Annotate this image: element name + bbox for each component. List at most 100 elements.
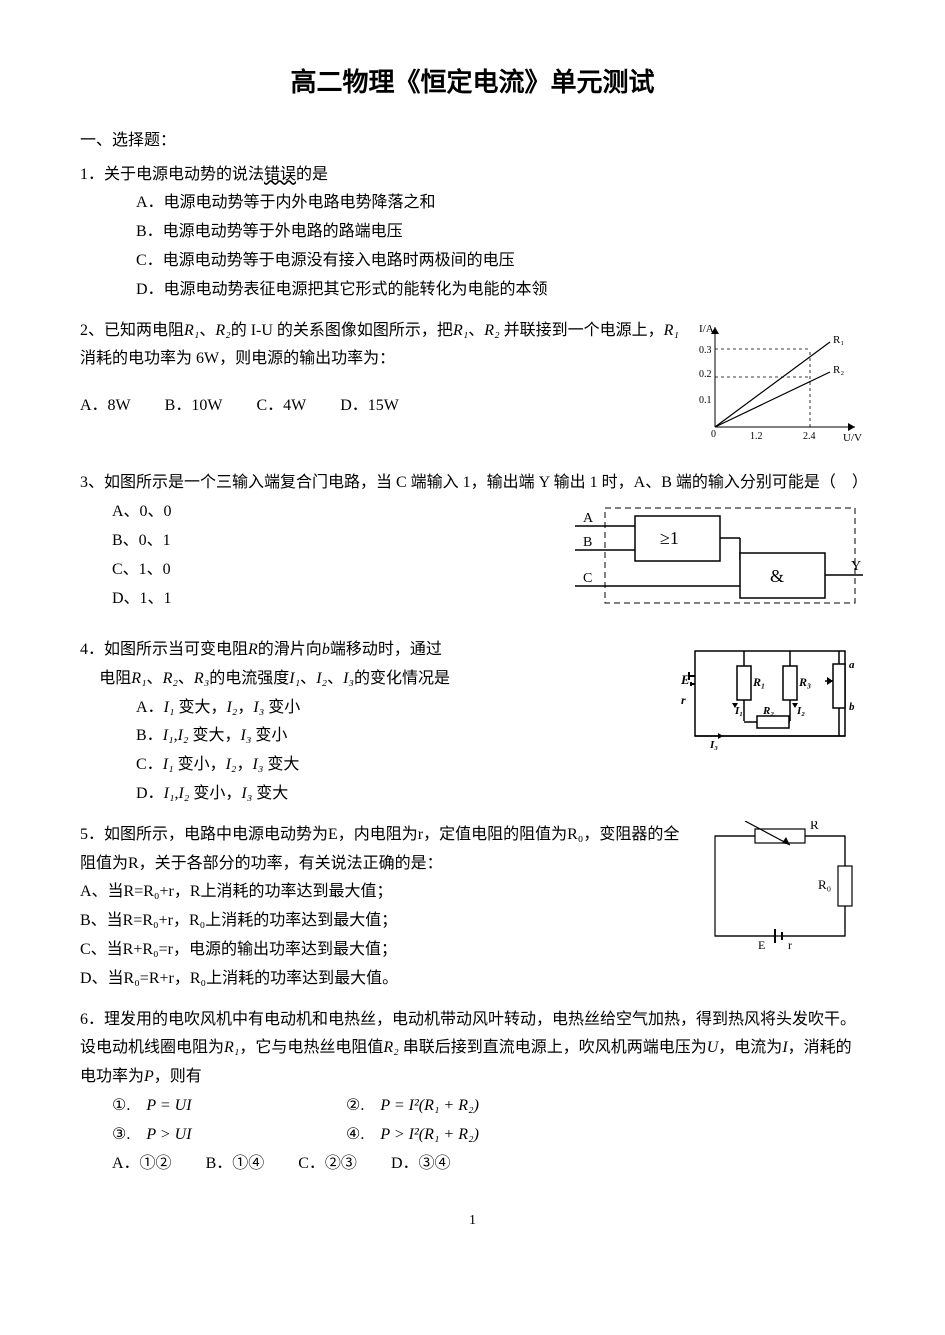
q4-bi3: I₃ (240, 727, 251, 744)
q3-diagram: A B C ≥1 & Y (565, 498, 865, 624)
q4-ci1: I₁ (163, 756, 174, 773)
q2-r1b: R₁ (453, 322, 468, 339)
q4-C1: C． (136, 756, 163, 773)
q4-s1: 4．如图所示当可变电阻 (80, 641, 248, 658)
q4-diagram: E r R₁ R₃ a b (675, 636, 865, 767)
q4-D3: 变大 (252, 785, 288, 802)
q6-o3-label: ③. (112, 1126, 130, 1143)
q2-r1c: R₁ (664, 322, 679, 339)
q4-r1: R₁ (131, 670, 146, 687)
svg-text:R: R (810, 821, 819, 832)
q4-A3: 变小 (264, 699, 300, 716)
q4-bi2: I₂ (178, 727, 189, 744)
q4-s4: 电阻 (80, 670, 131, 687)
q4-ai2: I₂ (226, 699, 237, 716)
question-1: 1．关于电源电动势的说法错误的是 A．电源电动势等于内外电路电势降落之和 B．电… (80, 161, 865, 305)
question-3: 3、如图所示是一个三输入端复合门电路，当 C 端输入 1，输出端 Y 输出 1 … (80, 469, 865, 624)
question-5: R R₀ E r 5．如图所示，电路中电源电动势为E，内电阻为r，定值电阻的阻值… (80, 821, 865, 994)
q4-di1: I₁ (164, 785, 175, 802)
q6-d: D．③④ (391, 1150, 451, 1179)
q2-opt-a: A．8W (80, 392, 131, 421)
q4-ci3: I₃ (253, 756, 264, 773)
svg-text:r: r (681, 693, 686, 707)
q2-stem-e: 消耗的电功率为 6W，则电源的输出功率为： (80, 350, 395, 367)
q4-r: R (248, 641, 258, 658)
q4-C2: 变小， (174, 756, 226, 773)
svg-text:I₂: I₂ (796, 705, 805, 717)
q6-u: U (707, 1039, 719, 1056)
q4-ci2: I₂ (226, 756, 237, 773)
svg-text:b: b (849, 701, 855, 713)
svg-text:0.3: 0.3 (699, 345, 712, 356)
q6-opt3: ③. P > UI (112, 1121, 342, 1150)
svg-text:B: B (583, 535, 592, 550)
q4-B1: B． (136, 727, 163, 744)
svg-text:E: E (758, 938, 765, 951)
q6-b: B．①④ (206, 1150, 265, 1179)
q4-s6: 的变化情况是 (354, 670, 450, 687)
q6-s3: 串联后接到直流电源上，吹风机两端电压为 (399, 1039, 707, 1056)
q4-ai1: I₁ (164, 699, 175, 716)
q2-r2: R₂ (215, 322, 230, 339)
q4-B2: 变大， (188, 727, 240, 744)
q4-B3: 变小 (251, 727, 287, 744)
svg-text:a: a (849, 659, 855, 671)
q2-stem-b2: 、 (468, 322, 484, 339)
q4-i1: I₁ (289, 670, 300, 687)
q6-s6: ，则有 (154, 1068, 202, 1085)
q6-s2: ，它与电热丝电阻值 (239, 1039, 383, 1056)
q4-bi1: I₁ (163, 727, 174, 744)
q4-A2: 变大， (174, 699, 226, 716)
question-2: I/A U/V 0 0.3 0.2 0.1 1.2 2.4 R₁ R₂ 2、已知… (80, 317, 865, 458)
q6-o2-label: ②. (346, 1097, 364, 1114)
q6-opt4: ④. P > I²(R₁ + R₂) (346, 1126, 479, 1143)
q2-stem-d: 并联接到一个电源上， (504, 322, 664, 339)
page-number: 1 (80, 1208, 865, 1233)
q3-stem: 3、如图所示是一个三输入端复合门电路，当 C 端输入 1，输出端 Y 输出 1 … (80, 469, 865, 498)
svg-text:R₂: R₂ (762, 705, 774, 717)
svg-text:I₃: I₃ (709, 739, 718, 751)
q6-o4-label: ④. (346, 1126, 364, 1143)
q4-di3: I₃ (241, 785, 252, 802)
q2-chart: I/A U/V 0 0.3 0.2 0.1 1.2 2.4 R₁ R₂ (695, 317, 865, 458)
svg-text:0: 0 (711, 429, 716, 440)
q4-i2: I₂ (316, 670, 327, 687)
q4-D1: D． (136, 785, 164, 802)
q6-r2: R₂ (383, 1039, 398, 1056)
q1-opt-c: C．电源电动势等于电源没有接入电路时两极间的电压 (80, 247, 865, 276)
q1-wrong-word: 错误 (264, 166, 296, 183)
q4-C3: 变大 (263, 756, 299, 773)
q6-o1-label: ①. (112, 1097, 130, 1114)
q1-opt-b: B．电源电动势等于外电路的路端电压 (80, 218, 865, 247)
question-4: E r R₁ R₃ a b (80, 636, 865, 809)
svg-text:1.2: 1.2 (750, 431, 763, 442)
q4-i3: I₃ (343, 670, 354, 687)
q1-stem: 1．关于电源电动势的说法 (80, 166, 264, 183)
svg-text:&: & (770, 566, 784, 586)
q4-di2: I₂ (178, 785, 189, 802)
svg-text:I/A: I/A (699, 323, 714, 335)
q4-A1: A． (136, 699, 164, 716)
svg-text:≥1: ≥1 (660, 528, 679, 548)
q2-opt-b: B．10W (165, 392, 223, 421)
svg-text:C: C (583, 571, 592, 586)
q4-ai3: I₃ (253, 699, 264, 716)
svg-text:0.2: 0.2 (699, 369, 712, 380)
q1-opt-d: D．电源电动势表征电源把其它形式的能转化为电能的本领 (80, 276, 865, 305)
q6-a: A．①② (112, 1150, 172, 1179)
svg-text:R₀: R₀ (818, 877, 831, 892)
q2-stem-b: 、 (199, 322, 215, 339)
q4-s3: 端移动时，通过 (330, 641, 442, 658)
svg-text:A: A (583, 511, 594, 526)
q6-p: P (144, 1068, 154, 1085)
svg-text:2.4: 2.4 (803, 431, 816, 442)
svg-text:R₃: R₃ (798, 675, 811, 689)
q1-opt-a: A．电源电动势等于内外电路电势降落之和 (80, 189, 865, 218)
q5-opt-d: D、当R₀=R+r，R₀上消耗的功率达到最大值。 (80, 965, 865, 994)
q2-stem-a: 2、已知两电阻 (80, 322, 184, 339)
q6-s4: ，电流为 (718, 1039, 782, 1056)
q2-r2b: R₂ (484, 322, 499, 339)
page-title: 高二物理《恒定电流》单元测试 (80, 60, 865, 107)
svg-text:U/V: U/V (843, 432, 862, 444)
q6-choices: A．①② B．①④ C．②③ D．③④ (80, 1150, 865, 1179)
